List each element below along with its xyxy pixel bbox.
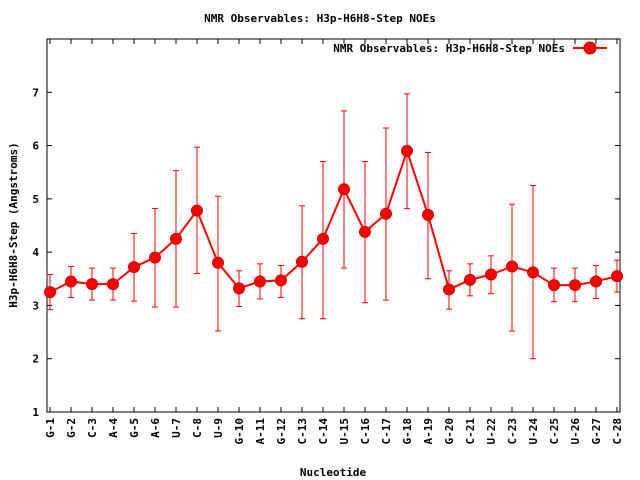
x-tick-label: U-24 [527, 418, 540, 445]
x-axis-label: Nucleotide [300, 466, 367, 479]
legend-marker-sample [583, 41, 597, 55]
x-tick-label: G-5 [128, 418, 141, 438]
x-tick-label: C-3 [86, 418, 99, 438]
x-tick-label: G-2 [65, 418, 78, 438]
data-point [527, 266, 539, 279]
x-tick-label: G-1 [44, 418, 57, 438]
x-tick-label: U-9 [212, 418, 225, 438]
x-tick-label: C-21 [464, 418, 477, 445]
series-line [49, 147, 618, 293]
x-axis-ticks: G-1 G-2 C-3 A-4 G-5 A-6 U-7 C-8 U-9 G-10 A-11 G-12 C… [44, 39, 624, 445]
error-bars [47, 93, 620, 360]
x-tick-label: A-6 [149, 418, 162, 438]
data-point [485, 268, 497, 281]
data-point [443, 283, 455, 296]
x-tick-label: A-4 [107, 418, 120, 438]
data-point [506, 260, 518, 273]
y-tick-label: 7 [32, 86, 39, 99]
data-point [359, 225, 371, 238]
data-point [233, 282, 245, 295]
data-point [107, 278, 119, 291]
legend-label: NMR Observables: H3p-H6H8-Step NOEs [333, 42, 565, 55]
series-line-group [49, 147, 618, 293]
x-tick-label: C-13 [296, 418, 309, 445]
data-point [338, 183, 350, 196]
data-point [86, 278, 98, 291]
data-point [212, 256, 224, 269]
x-tick-label: C-23 [506, 418, 519, 445]
legend: NMR Observables: H3p-H6H8-Step NOEs [333, 41, 607, 55]
y-axis-label: H3p-H6H8-Step (Angstroms) [7, 142, 20, 308]
x-tick-label: C-8 [191, 418, 204, 438]
data-points [44, 144, 623, 299]
data-point [422, 208, 434, 221]
data-point [590, 275, 602, 288]
chart-title: NMR Observables: H3p-H6H8-Step NOEs [204, 12, 436, 25]
x-tick-label: U-7 [170, 418, 183, 438]
data-point [317, 232, 329, 245]
data-point [128, 261, 140, 274]
y-tick-label: 4 [32, 246, 39, 259]
x-tick-label: A-19 [422, 418, 435, 445]
x-tick-label: C-14 [317, 418, 330, 445]
data-point [149, 251, 161, 264]
data-point [296, 255, 308, 268]
y-tick-label: 1 [32, 406, 39, 419]
x-tick-label: C-16 [359, 418, 372, 445]
x-tick-label: C-25 [548, 418, 561, 445]
y-axis-ticks: 1 2 3 4 5 6 7 [32, 86, 620, 419]
x-tick-label: C-28 [611, 418, 624, 445]
plot-frame [46, 38, 621, 413]
data-point [275, 274, 287, 287]
data-point [548, 279, 560, 292]
data-point [464, 273, 476, 286]
data-point [191, 204, 203, 217]
x-tick-label: C-17 [380, 418, 393, 445]
x-tick-label: G-27 [590, 418, 603, 445]
data-point [611, 270, 623, 283]
data-point [170, 232, 182, 245]
y-tick-label: 2 [32, 353, 39, 366]
y-tick-label: 3 [32, 299, 39, 312]
x-tick-label: U-15 [338, 418, 351, 445]
x-tick-label: U-22 [485, 418, 498, 445]
data-point [254, 275, 266, 288]
x-tick-label: G-18 [401, 418, 414, 445]
data-point [44, 286, 56, 299]
data-point [65, 275, 77, 288]
data-point [569, 279, 581, 292]
y-tick-label: 6 [32, 140, 39, 153]
x-tick-label: G-20 [443, 418, 456, 445]
x-tick-label: G-10 [233, 418, 246, 445]
x-tick-label: A-11 [254, 418, 267, 445]
data-point [380, 207, 392, 220]
x-tick-label: U-26 [569, 418, 582, 445]
data-point [401, 144, 413, 157]
y-tick-label: 5 [32, 193, 39, 206]
x-tick-label: G-12 [275, 418, 288, 445]
